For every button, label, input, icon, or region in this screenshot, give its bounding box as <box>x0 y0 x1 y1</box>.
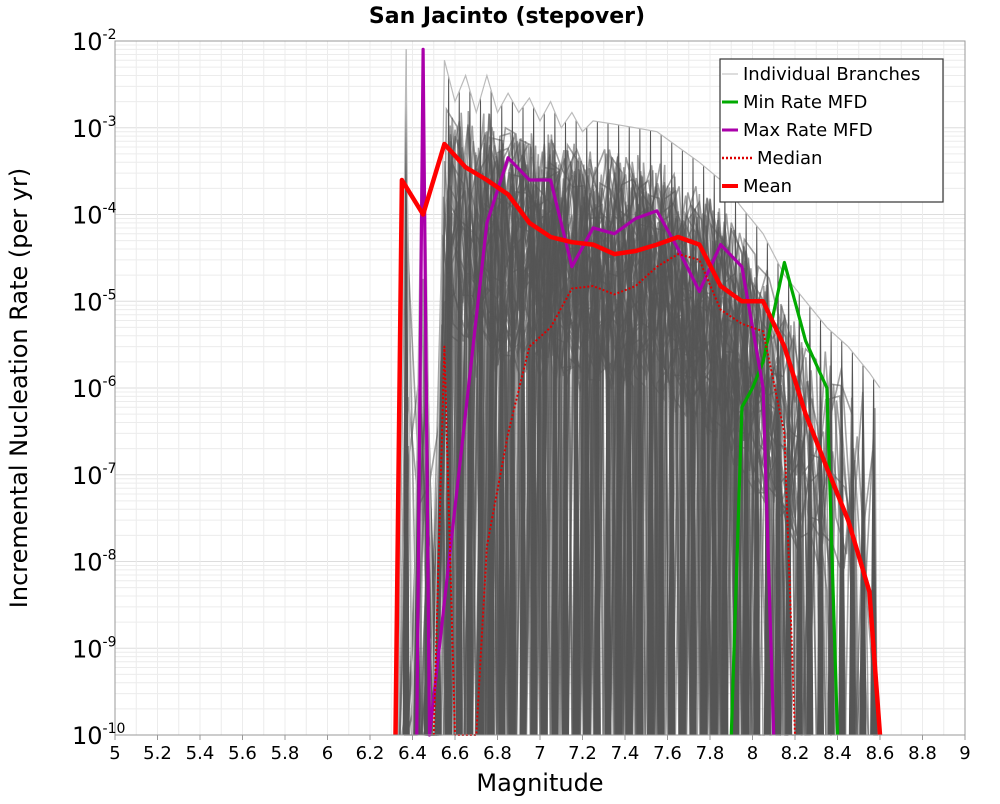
mean-line <box>393 141 883 736</box>
series-lines <box>393 47 883 737</box>
x-tick-label: 6.2 <box>356 743 385 764</box>
chart-title: San Jacinto (stepover) <box>369 4 645 29</box>
x-tick-label: 8.4 <box>823 743 852 764</box>
x-tick-label: 5.6 <box>228 743 257 764</box>
x-tick-label: 5.4 <box>186 743 215 764</box>
x-tick-label: 5.2 <box>143 743 172 764</box>
legend-individual-branches-label: Individual Branches <box>743 64 920 85</box>
min-rate-mfd-line <box>729 260 840 736</box>
median-line <box>432 253 796 736</box>
y-tick-label: 10-9 <box>72 634 117 663</box>
x-axis-ticks: 5 5.2 5.4 5.6 5.8 6 6.2 6.4 6.6 6.8 7 7.2 7.4 7.6 7.8 8… <box>109 735 971 764</box>
x-tick-label: 6 <box>322 743 333 764</box>
legend: Individual Branches Min Rate MFD Max Rate … <box>719 58 944 203</box>
x-tick-label: 7.8 <box>696 743 725 764</box>
x-tick-label: 8.2 <box>781 743 810 764</box>
y-axis-label: Incremental Nucleation Rate (per yr) <box>5 168 33 608</box>
x-tick-label: 7.6 <box>653 743 682 764</box>
x-tick-label: 9 <box>959 743 970 764</box>
y-tick-label: 10-5 <box>72 287 117 316</box>
y-tick-label: 10-8 <box>72 548 117 577</box>
x-tick-label: 8 <box>747 743 758 764</box>
legend-box <box>719 58 944 203</box>
branch-line <box>463 178 811 736</box>
x-tick-label: 6.4 <box>398 743 427 764</box>
branch-envelope <box>397 49 881 736</box>
y-tick-label: 10-6 <box>72 374 117 403</box>
max-rate-mfd-line <box>415 47 776 737</box>
x-tick-label: 7.2 <box>568 743 597 764</box>
y-tick-label: 10-3 <box>72 114 117 143</box>
x-tick-label: 6.6 <box>441 743 470 764</box>
x-tick-label: 7 <box>534 743 545 764</box>
x-tick-label: 8.8 <box>908 743 937 764</box>
x-tick-label: 7.4 <box>611 743 640 764</box>
y-tick-label: 10-4 <box>72 201 117 230</box>
y-tick-label: 10-2 <box>72 27 117 56</box>
y-axis-ticks: 10-10 10-9 10-8 10-7 10-6 10-5 10-4 10-3 10-2 <box>72 27 125 750</box>
x-tick-label: 5.8 <box>271 743 300 764</box>
x-axis-label: Magnitude <box>476 769 603 797</box>
y-tick-label: 10-7 <box>72 461 117 490</box>
y-tick-label: 10-10 <box>72 721 125 750</box>
x-tick-label: 5 <box>109 743 120 764</box>
legend-median-label: Median <box>757 148 822 169</box>
x-tick-label: 8.6 <box>866 743 895 764</box>
legend-min-rate-mfd-label: Min Rate MFD <box>743 92 867 113</box>
legend-max-rate-mfd-label: Max Rate MFD <box>743 120 873 141</box>
x-tick-label: 6.8 <box>483 743 512 764</box>
legend-mean-label: Mean <box>743 176 792 197</box>
